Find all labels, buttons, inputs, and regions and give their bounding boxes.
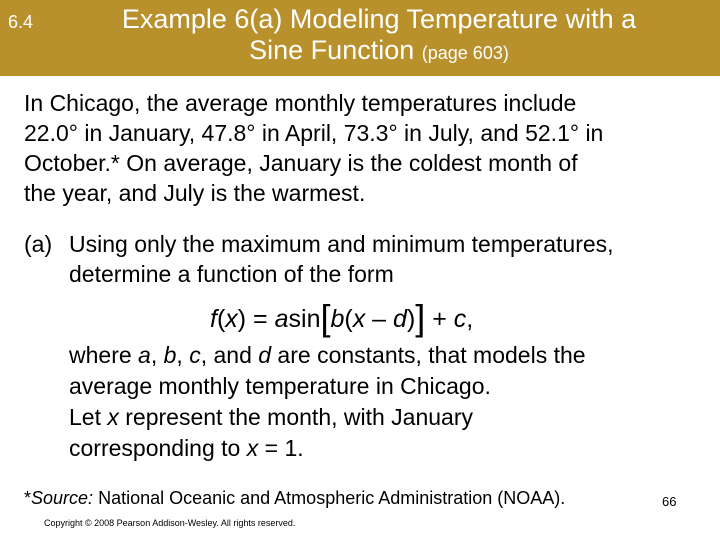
part-a-continued: where a, b, c, and d are constants, that… bbox=[69, 340, 709, 464]
footnote-star: * bbox=[24, 488, 32, 508]
title-line-2-text: Sine Function bbox=[249, 35, 415, 65]
var-c: c bbox=[189, 342, 201, 368]
intro-line-1: In Chicago, the average monthly temperat… bbox=[24, 90, 577, 116]
formula-c: c bbox=[453, 305, 467, 333]
l3-post: are constants, that models the bbox=[271, 342, 586, 368]
source-text: National Oceanic and Atmospheric Adminis… bbox=[93, 488, 566, 508]
l6-post: = 1. bbox=[258, 435, 304, 461]
slide-header: 6.4 Example 6(a) Modeling Temperature wi… bbox=[0, 0, 720, 76]
formula-a: a bbox=[274, 305, 289, 333]
sep-2: , bbox=[176, 342, 190, 368]
l6-pre: corresponding to bbox=[69, 435, 247, 461]
part-a-line-2: determine a function of the form bbox=[69, 261, 394, 287]
formula-d: d bbox=[393, 305, 407, 333]
source-label: Source: bbox=[31, 488, 94, 508]
l5-var-x: x bbox=[107, 404, 119, 430]
sep-1: , bbox=[150, 342, 164, 368]
intro-line-4: the year, and July is the warmest. bbox=[24, 180, 366, 206]
part-a-text: Using only the maximum and minimum tempe… bbox=[69, 229, 709, 289]
slide-title: Example 6(a) Modeling Temperature with a… bbox=[48, 4, 710, 69]
var-b: b bbox=[163, 342, 177, 368]
part-a-line-3: where a, b, c, and d are constants, that… bbox=[69, 340, 709, 371]
title-line-1: Example 6(a) Modeling Temperature with a bbox=[121, 4, 637, 34]
page-reference: (page 603) bbox=[421, 43, 509, 63]
formula-equals: = bbox=[246, 305, 275, 333]
sine-formula: f(x) = asin[b(x – d)] + c, bbox=[210, 297, 474, 338]
page-number: 66 bbox=[662, 494, 677, 509]
formula-f: f bbox=[210, 305, 217, 333]
intro-line-2: 22.0° in January, 47.8° in April, 73.3° … bbox=[24, 120, 604, 146]
formula-x: x bbox=[225, 305, 238, 333]
part-a-label: (a) bbox=[24, 231, 53, 257]
var-a: a bbox=[138, 342, 151, 368]
source-footnote: *Source: National Oceanic and Atmospheri… bbox=[24, 486, 664, 510]
part-a-line-6: corresponding to x = 1. bbox=[69, 433, 709, 464]
formula-minus: – bbox=[365, 305, 394, 333]
l5-pre: Let bbox=[69, 404, 108, 430]
var-d: d bbox=[258, 342, 272, 368]
right-bracket: ] bbox=[415, 297, 426, 338]
copyright-notice: Copyright © 2008 Pearson Addison-Wesley.… bbox=[44, 518, 296, 528]
section-number: 6.4 bbox=[8, 12, 34, 32]
left-bracket: [ bbox=[320, 297, 331, 338]
formula-plus: + bbox=[425, 305, 454, 333]
title-line-2: Sine Function (page 603) bbox=[48, 35, 710, 69]
part-a-line-5: Let x represent the month, with January bbox=[69, 402, 709, 433]
formula-end: , bbox=[466, 305, 474, 333]
intro-paragraph: In Chicago, the average monthly temperat… bbox=[24, 88, 704, 208]
l5-post: represent the month, with January bbox=[118, 404, 474, 430]
formula-b: b bbox=[330, 305, 345, 333]
formula-sin: sin bbox=[288, 305, 321, 333]
l3-pre: where bbox=[69, 342, 139, 368]
sep-3: , and bbox=[200, 342, 259, 368]
part-a-line-4: average monthly temperature in Chicago. bbox=[69, 373, 491, 399]
l6-var-x: x bbox=[246, 435, 259, 461]
part-a-line-1: Using only the maximum and minimum tempe… bbox=[69, 231, 614, 257]
intro-line-3: October.* On average, January is the col… bbox=[24, 150, 578, 176]
formula-x2: x bbox=[352, 305, 366, 333]
